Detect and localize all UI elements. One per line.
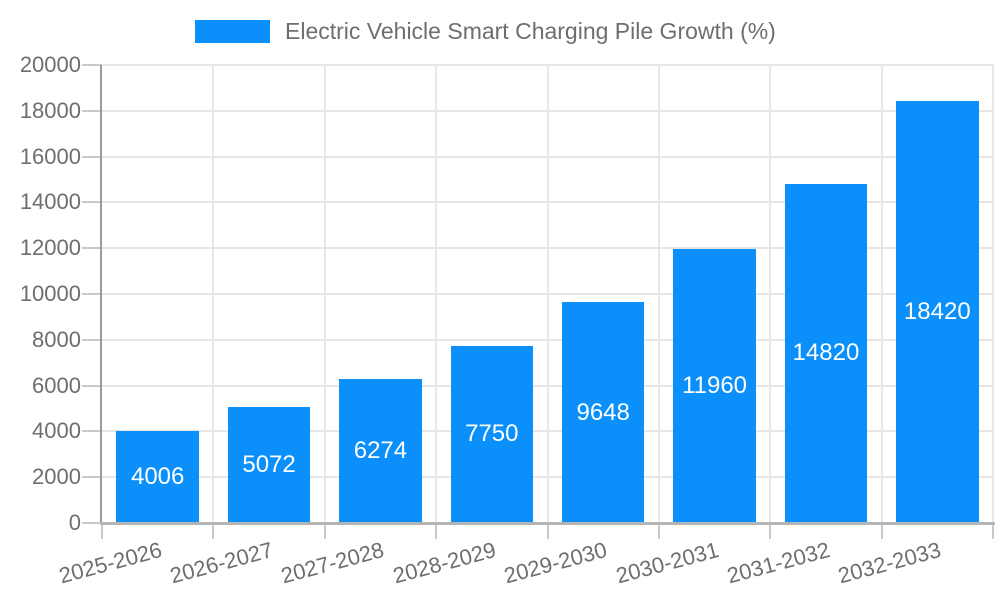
legend-label: Electric Vehicle Smart Charging Pile Gro… bbox=[285, 18, 776, 44]
x-tick-mark bbox=[212, 523, 215, 539]
y-tick-mark bbox=[82, 155, 102, 158]
y-axis-tick-label: 16000 bbox=[19, 143, 81, 169]
bar-value-label: 5072 bbox=[242, 450, 296, 478]
x-axis-line bbox=[100, 522, 995, 525]
x-axis-tick-label: 2029-2030 bbox=[501, 537, 610, 589]
bar-value-label: 9648 bbox=[576, 398, 630, 426]
x-axis-tick-label: 2027-2028 bbox=[278, 537, 387, 589]
x-tick-mark bbox=[101, 523, 103, 539]
bar: 6274 bbox=[339, 379, 422, 523]
y-tick-mark bbox=[82, 247, 102, 250]
bar: 5072 bbox=[227, 406, 311, 523]
x-axis-tick-label: 2026-2027 bbox=[167, 537, 276, 589]
gridline-vertical bbox=[435, 65, 438, 523]
bar-value-label: 11960 bbox=[682, 372, 748, 400]
bar-value-label: 4006 bbox=[130, 463, 185, 491]
y-axis-tick-label: 10000 bbox=[19, 281, 81, 306]
bar: 11960 bbox=[673, 249, 756, 523]
bar: 14820 bbox=[784, 183, 868, 523]
y-axis-tick-label: 14000 bbox=[19, 189, 81, 215]
x-tick-mark bbox=[435, 523, 438, 539]
x-axis-tick-label: 2032-2033 bbox=[835, 537, 944, 589]
x-axis-tick-label: 2031-2032 bbox=[724, 537, 833, 589]
y-axis-tick-label: 8000 bbox=[32, 326, 81, 352]
y-axis-tick-label: 12000 bbox=[19, 235, 81, 261]
y-tick-mark bbox=[82, 430, 102, 433]
y-tick-mark bbox=[82, 201, 102, 204]
bar-value-label: 18420 bbox=[903, 298, 971, 326]
bar-value-label: 14820 bbox=[792, 339, 860, 367]
x-tick-mark bbox=[769, 523, 772, 539]
x-tick-mark bbox=[323, 523, 326, 539]
legend: Electric Vehicle Smart Charging Pile Gro… bbox=[195, 18, 776, 45]
y-axis-tick-label: 2000 bbox=[32, 464, 81, 490]
plot-area: 0 2000 4000 6000 8000 10000 12000 14000 16000 180… bbox=[20, 52, 995, 588]
x-tick-mark bbox=[657, 523, 660, 539]
x-axis-tick-label: 2025-2026 bbox=[56, 537, 165, 589]
x-tick-mark bbox=[992, 523, 994, 539]
y-axis-tick-label: 0 bbox=[68, 510, 81, 535]
bar: 7750 bbox=[450, 345, 533, 523]
y-tick-mark bbox=[82, 293, 102, 295]
bar: 4006 bbox=[116, 431, 199, 523]
gridline-vertical bbox=[769, 65, 772, 523]
y-tick-mark bbox=[82, 522, 102, 524]
x-axis-tick-label: 2028-2029 bbox=[390, 537, 499, 589]
gridline-vertical bbox=[657, 65, 660, 523]
gridline-vertical bbox=[880, 65, 883, 523]
bar-value-label: 7750 bbox=[465, 420, 519, 448]
y-tick-mark bbox=[82, 109, 102, 112]
gridline-vertical bbox=[323, 65, 326, 523]
y-tick-mark bbox=[82, 384, 102, 387]
gridline-vertical bbox=[992, 65, 994, 523]
y-axis-tick-label: 4000 bbox=[32, 418, 81, 444]
y-axis-tick-label: 18000 bbox=[19, 97, 81, 123]
y-axis-tick-label: 6000 bbox=[32, 372, 81, 398]
y-tick-mark bbox=[82, 476, 102, 479]
x-axis-tick-label: 2030-2031 bbox=[612, 537, 722, 589]
gridline-vertical bbox=[212, 65, 215, 523]
bar-value-label: 6274 bbox=[353, 437, 408, 465]
y-tick-mark bbox=[82, 64, 102, 66]
y-axis-tick-label: 20000 bbox=[19, 52, 81, 77]
y-axis-line bbox=[100, 65, 102, 523]
bar: 18420 bbox=[896, 101, 979, 523]
y-tick-mark bbox=[82, 338, 102, 341]
x-tick-mark bbox=[880, 523, 883, 539]
bar: 9648 bbox=[561, 302, 645, 523]
legend-swatch-icon bbox=[195, 20, 270, 43]
gridline-vertical bbox=[546, 65, 549, 523]
x-tick-mark bbox=[546, 523, 549, 539]
